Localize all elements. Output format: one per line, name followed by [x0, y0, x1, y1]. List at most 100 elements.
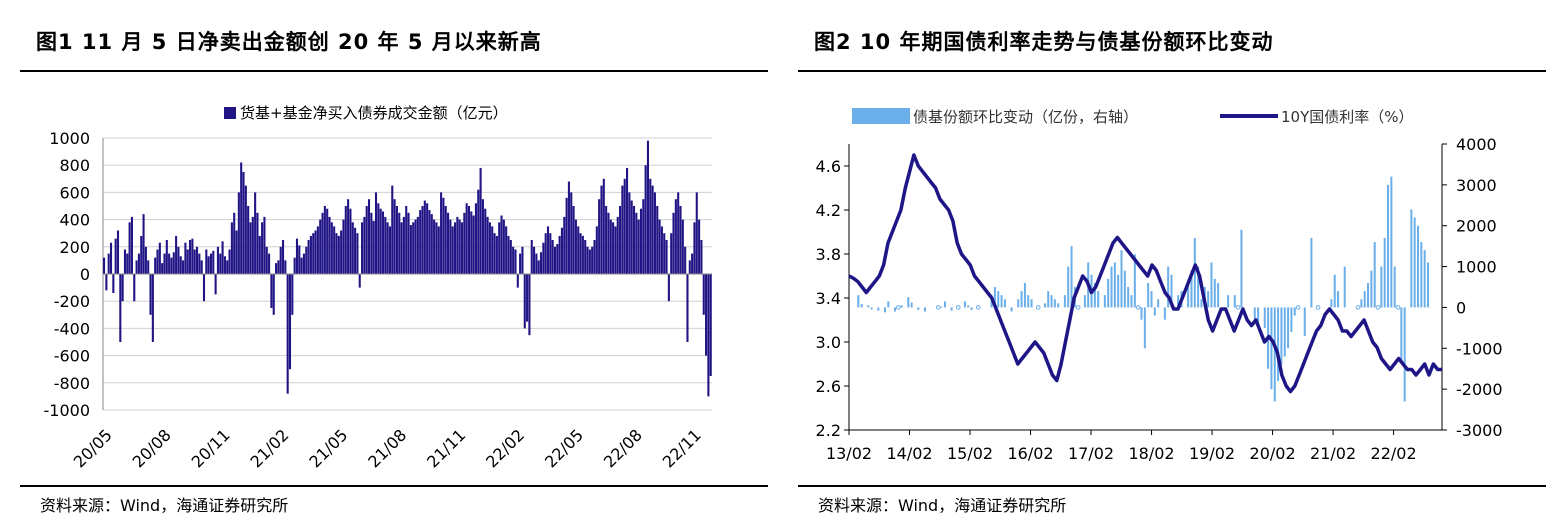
x-tick-label: 20/05 — [70, 425, 116, 471]
bar — [595, 226, 598, 274]
bar — [363, 216, 366, 274]
bar — [660, 226, 663, 274]
bar — [607, 212, 610, 274]
bar — [309, 235, 312, 274]
y-tick-label: 1000 — [49, 129, 90, 148]
bar — [1227, 295, 1230, 308]
figure-2-panel: 图2 10 年期国债利率走势与债基份额环比变动 债基份额环比变动（亿份，右轴） 1… — [778, 0, 1556, 527]
bar — [1050, 295, 1053, 308]
bar — [421, 206, 424, 274]
bar — [221, 241, 224, 274]
bar — [379, 208, 382, 274]
bar — [1167, 266, 1170, 308]
bar — [247, 206, 250, 274]
x-tick-label: 18/02 — [1128, 444, 1174, 463]
bar — [472, 215, 475, 274]
bar — [340, 230, 343, 274]
x-tick-label: 22/05 — [541, 425, 587, 471]
y-tick-label: 800 — [59, 156, 90, 175]
bar — [209, 253, 213, 274]
bar — [189, 240, 192, 274]
figure-1-source: 资料来源：Wind，海通证券研究所 — [40, 496, 289, 515]
bar — [233, 212, 236, 274]
right-tick-label: 0 — [1456, 298, 1466, 317]
figure-1-title: 图1 11 月 5 日净卖出金额创 20 年 5 月以来新高 — [36, 30, 542, 54]
bar — [451, 226, 454, 274]
bar — [1023, 282, 1026, 308]
bar — [321, 212, 324, 274]
bar — [579, 233, 582, 274]
bar — [658, 219, 661, 274]
bar — [1210, 262, 1213, 308]
bar — [168, 253, 171, 274]
bar — [393, 199, 396, 274]
bar — [1273, 307, 1276, 402]
bar — [112, 274, 115, 294]
bar — [1093, 282, 1096, 308]
bar — [1143, 307, 1146, 349]
bar — [502, 219, 505, 274]
bar — [1043, 303, 1046, 308]
bar — [158, 242, 161, 274]
bar-zero-marker — [1035, 305, 1041, 310]
x-tick-label: 22/08 — [600, 425, 646, 471]
bar — [1070, 246, 1073, 308]
y-tick-label: -400 — [54, 319, 90, 338]
bar — [237, 192, 240, 274]
bar — [591, 246, 594, 274]
bar — [419, 210, 422, 274]
left-tick-label: 4.6 — [816, 157, 841, 176]
bar — [358, 274, 361, 288]
bar — [293, 257, 296, 274]
bar — [416, 216, 419, 274]
legend-swatch-bars — [852, 108, 910, 124]
bar — [1127, 287, 1130, 308]
bar — [467, 206, 471, 274]
bar — [1177, 295, 1180, 308]
bar — [705, 274, 708, 356]
figure-2-chart: 债基份额环比变动（亿份，右轴） 10Y国债利率（%） 4.6 4.2 3.8 3.4 3.0… — [816, 108, 1503, 463]
bar — [435, 222, 438, 274]
bar — [328, 216, 331, 274]
bar — [893, 307, 896, 312]
bar — [1410, 209, 1413, 308]
bar — [1197, 266, 1200, 308]
bar — [200, 260, 203, 274]
bar — [1130, 295, 1133, 308]
bar — [430, 214, 433, 274]
bar — [161, 263, 164, 274]
bar — [1133, 254, 1136, 308]
x-tick-label: 13/02 — [826, 444, 872, 463]
bar — [1240, 229, 1243, 308]
x-tick-label: 21/02 — [1310, 444, 1356, 463]
bar — [458, 219, 461, 274]
left-tick-label: 3.0 — [816, 333, 841, 352]
bar — [1427, 262, 1430, 308]
bar — [137, 253, 140, 274]
bar — [474, 203, 478, 274]
bar — [900, 305, 903, 308]
bar-zero-marker — [1315, 305, 1321, 310]
bar — [625, 167, 629, 274]
x-tick-label: 21/05 — [305, 425, 351, 471]
bar — [512, 246, 515, 274]
bar — [530, 240, 533, 274]
bar — [600, 185, 603, 274]
bar — [433, 219, 436, 274]
bar — [254, 192, 257, 274]
bar — [407, 212, 410, 274]
legend-label-line: 10Y国债利率（%） — [1281, 108, 1414, 126]
bar — [551, 240, 554, 274]
bar — [619, 206, 622, 274]
bar — [261, 222, 264, 274]
bar — [374, 192, 378, 274]
bar — [186, 249, 189, 274]
bar — [1190, 270, 1193, 308]
x-tick-label: 15/02 — [947, 444, 993, 463]
bar — [702, 274, 705, 315]
bar — [344, 206, 347, 274]
bar — [312, 233, 315, 274]
bar — [1150, 291, 1153, 308]
bar — [470, 211, 473, 274]
figure-2-top-rule — [798, 70, 1546, 72]
